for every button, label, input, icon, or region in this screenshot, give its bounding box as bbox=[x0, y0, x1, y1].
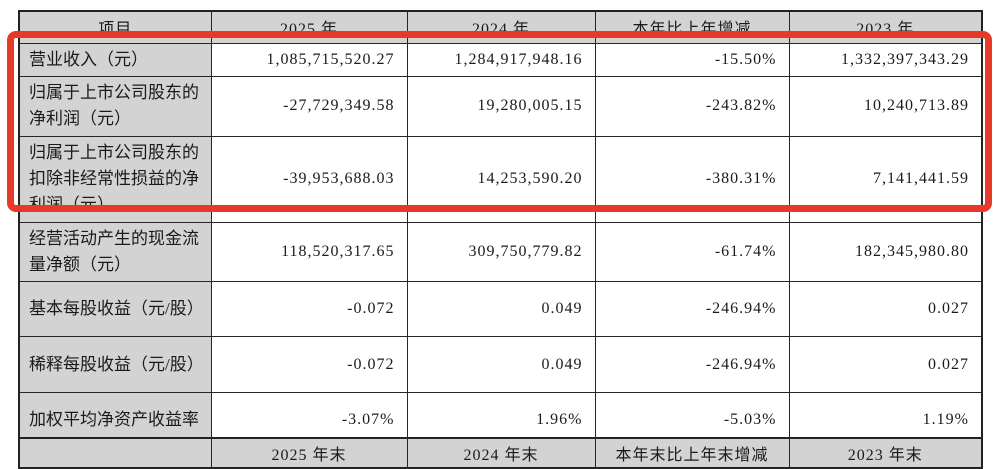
cell-value: 19,280,005.15 bbox=[406, 75, 596, 137]
column-header-2025-yearend: 2025 年末 bbox=[210, 437, 408, 469]
column-header-2023-yearend: 2023 年末 bbox=[788, 437, 983, 469]
column-header-2023: 2023 年 bbox=[788, 10, 983, 44]
row-label: 归属于上市公司股东的扣除非经常性损益的净利润（元） bbox=[18, 135, 212, 223]
cell-value: 14,253,590.20 bbox=[406, 135, 596, 223]
cell-value: 118,520,317.65 bbox=[210, 221, 408, 283]
row-label: 稀释每股收益（元/股） bbox=[18, 336, 212, 394]
cell-value: -61.74% bbox=[594, 221, 790, 283]
cell-value: 0.027 bbox=[788, 336, 983, 394]
column-header-2025: 2025 年 bbox=[210, 10, 408, 44]
table-row: 经营活动产生的现金流量净额（元） 118,520,317.65 309,750,… bbox=[18, 221, 983, 283]
table-row: 稀释每股收益（元/股） -0.072 0.049 -246.94% 0.027 bbox=[18, 336, 983, 394]
cell-value: 1,332,397,343.29 bbox=[788, 42, 983, 77]
cell-value: -0.072 bbox=[210, 336, 408, 394]
cell-value: -27,729,349.58 bbox=[210, 75, 408, 137]
cell-value: -246.94% bbox=[594, 281, 790, 338]
column-header-item: 项目 bbox=[18, 10, 212, 44]
financial-report-page: { "highlight_box": { "color": "#e73928",… bbox=[7, 10, 992, 469]
cell-value: 182,345,980.80 bbox=[788, 221, 983, 283]
table-row: 归属于上市公司股东的扣除非经常性损益的净利润（元） -39,953,688.03… bbox=[18, 135, 983, 223]
table-header-row: 项目 2025 年 2024 年 本年比上年增减 2023 年 bbox=[18, 10, 983, 44]
cell-value: 0.027 bbox=[788, 281, 983, 338]
cell-value: 1,085,715,520.27 bbox=[210, 42, 408, 77]
row-label: 营业收入（元） bbox=[18, 42, 212, 77]
table-row: 基本每股收益（元/股） -0.072 0.049 -246.94% 0.027 bbox=[18, 281, 983, 338]
cell-value: 0.049 bbox=[406, 336, 596, 394]
table-row: 归属于上市公司股东的净利润（元） -27,729,349.58 19,280,0… bbox=[18, 75, 983, 137]
cell-value: -39,953,688.03 bbox=[210, 135, 408, 223]
next-section-table-partial: 2025 年末 2024 年末 本年末比上年末增减 2023 年末 bbox=[18, 437, 983, 469]
column-header-2024: 2024 年 bbox=[406, 10, 596, 44]
cell-value: -243.82% bbox=[594, 75, 790, 137]
cell-value: -246.94% bbox=[594, 336, 790, 394]
row-label: 经营活动产生的现金流量净额（元） bbox=[18, 221, 212, 283]
cell-value: -15.50% bbox=[594, 42, 790, 77]
financial-summary-table: 项目 2025 年 2024 年 本年比上年增减 2023 年 营业收入（元） … bbox=[18, 10, 983, 449]
column-header-2024-yearend: 2024 年末 bbox=[406, 437, 596, 469]
column-header-yearend-change: 本年末比上年末增减 bbox=[594, 437, 790, 469]
cell-value: 309,750,779.82 bbox=[406, 221, 596, 283]
table-row: 营业收入（元） 1,085,715,520.27 1,284,917,948.1… bbox=[18, 42, 983, 77]
row-label: 归属于上市公司股东的净利润（元） bbox=[18, 75, 212, 137]
column-header-item-blank bbox=[18, 437, 212, 469]
cell-value: 7,141,441.59 bbox=[788, 135, 983, 223]
cell-value: 0.049 bbox=[406, 281, 596, 338]
cell-value: -380.31% bbox=[594, 135, 790, 223]
row-label: 基本每股收益（元/股） bbox=[18, 281, 212, 338]
cell-value: -0.072 bbox=[210, 281, 408, 338]
cell-value: 1,284,917,948.16 bbox=[406, 42, 596, 77]
cell-value: 10,240,713.89 bbox=[788, 75, 983, 137]
column-header-change: 本年比上年增减 bbox=[594, 10, 790, 44]
table-header-row: 2025 年末 2024 年末 本年末比上年末增减 2023 年末 bbox=[18, 437, 983, 469]
